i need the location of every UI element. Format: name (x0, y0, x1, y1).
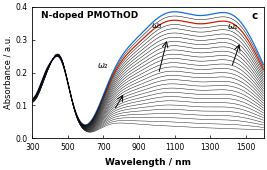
Text: ω₂: ω₂ (98, 61, 109, 70)
Text: ω₁: ω₁ (228, 22, 238, 31)
Y-axis label: Absorbance / a.u.: Absorbance / a.u. (3, 36, 13, 109)
X-axis label: Wavelength / nm: Wavelength / nm (105, 158, 191, 167)
Text: ω₃: ω₃ (152, 21, 162, 30)
Text: N-doped PMOThOD: N-doped PMOThOD (41, 11, 139, 20)
Text: c: c (252, 11, 258, 21)
